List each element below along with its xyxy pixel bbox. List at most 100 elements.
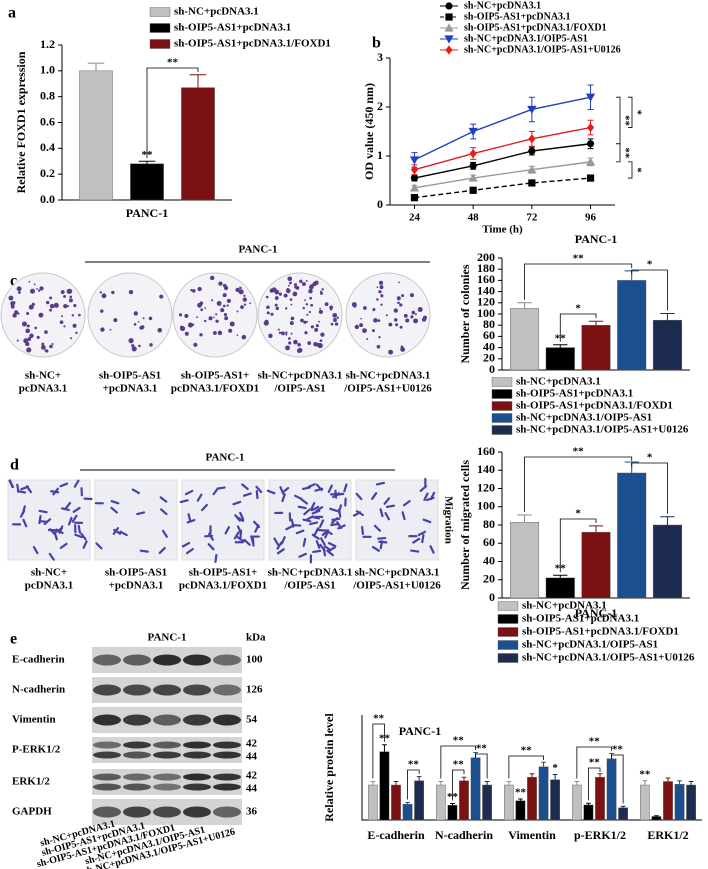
x-tick-label: PANC-1 bbox=[126, 206, 168, 220]
colony bbox=[249, 302, 252, 305]
significance-bracket bbox=[576, 746, 612, 779]
cell bbox=[421, 534, 425, 544]
bar bbox=[510, 522, 540, 599]
colony-title: PANC-1 bbox=[239, 244, 278, 256]
legend-label: sh-OIP5-AS1+pcDNA3.1 bbox=[174, 22, 291, 34]
colony bbox=[229, 321, 235, 327]
blot-kda: 100 bbox=[246, 654, 263, 666]
colony bbox=[222, 293, 227, 298]
cell bbox=[311, 533, 320, 540]
legend-label: sh-OIP5-AS1+pcDNA3.1/FOXD1 bbox=[522, 626, 679, 638]
colony bbox=[157, 327, 163, 333]
significance: ** bbox=[639, 768, 651, 780]
y-axis-label: Number of migrated cells bbox=[458, 460, 472, 590]
x-tick-label: ERK1/2 bbox=[647, 828, 688, 842]
colony bbox=[243, 303, 247, 306]
colony bbox=[293, 283, 298, 287]
y-tick-label: 1.2 bbox=[40, 37, 55, 51]
colony bbox=[293, 339, 298, 345]
cell bbox=[207, 543, 215, 551]
cell bbox=[375, 481, 385, 486]
error-bar bbox=[553, 574, 568, 578]
y-axis-label: OD value (450 nm) bbox=[362, 83, 376, 180]
bar bbox=[617, 280, 647, 371]
bar bbox=[482, 784, 492, 821]
error-bar bbox=[461, 776, 467, 781]
colony bbox=[212, 331, 217, 335]
cell bbox=[131, 488, 140, 495]
colony bbox=[275, 292, 278, 295]
cell bbox=[32, 545, 39, 555]
colony bbox=[63, 304, 68, 309]
error-bar bbox=[370, 781, 376, 785]
cell bbox=[425, 496, 435, 502]
point bbox=[444, 23, 454, 32]
colony bbox=[320, 332, 325, 337]
cell bbox=[301, 486, 312, 491]
colony bbox=[380, 303, 383, 306]
colony-caption: /OIP5-AS1 bbox=[273, 383, 325, 395]
colony bbox=[360, 317, 362, 320]
colony bbox=[377, 319, 381, 322]
cell bbox=[95, 542, 103, 550]
significance: ** bbox=[589, 736, 601, 748]
colony bbox=[133, 323, 137, 326]
colony bbox=[379, 285, 384, 290]
significance: ** bbox=[408, 759, 420, 771]
x-tick-label: 96 bbox=[585, 212, 597, 224]
colony bbox=[196, 316, 198, 319]
colony bbox=[271, 287, 277, 293]
cell bbox=[161, 529, 168, 538]
cell bbox=[311, 509, 321, 515]
blot-band bbox=[213, 654, 241, 666]
blot-band bbox=[123, 684, 151, 696]
blot-band bbox=[123, 654, 151, 666]
significance-bracket bbox=[407, 769, 420, 800]
colony bbox=[223, 285, 229, 291]
colony bbox=[310, 303, 314, 307]
colony bbox=[18, 291, 21, 294]
colony bbox=[380, 294, 384, 298]
colony bbox=[49, 308, 52, 312]
panel-label: d bbox=[10, 457, 19, 474]
cell bbox=[327, 542, 337, 548]
cell bbox=[72, 506, 81, 513]
colony bbox=[44, 330, 48, 334]
blot-band bbox=[93, 654, 121, 666]
legend-swatch bbox=[491, 401, 513, 411]
legend-swatch bbox=[497, 653, 519, 663]
colony bbox=[281, 331, 285, 336]
legend-label: sh-NC+pcDNA3.1 bbox=[522, 600, 607, 612]
bar bbox=[538, 766, 549, 821]
y-tick-label: 120 bbox=[477, 480, 495, 494]
colony bbox=[385, 314, 388, 317]
cell bbox=[297, 505, 307, 510]
significance-bracket bbox=[372, 723, 385, 779]
colony bbox=[217, 330, 223, 336]
bar bbox=[674, 784, 685, 821]
cell bbox=[410, 549, 420, 553]
colony bbox=[192, 289, 196, 293]
legend-label: sh-NC+pcDNA3.1 bbox=[464, 0, 541, 11]
blot-band bbox=[213, 741, 241, 749]
colony bbox=[215, 313, 218, 316]
cell bbox=[73, 479, 80, 488]
colony bbox=[71, 314, 75, 317]
legend-label: sh-OIP5-AS1+pcDNA3.1/FOXD1 bbox=[516, 400, 673, 412]
point bbox=[469, 162, 477, 170]
colony bbox=[222, 304, 226, 308]
panel-label: b bbox=[372, 35, 381, 52]
colony bbox=[320, 290, 323, 293]
bar bbox=[618, 807, 628, 821]
significance: * bbox=[631, 110, 643, 116]
colony bbox=[308, 289, 313, 294]
migration-image bbox=[94, 479, 178, 561]
colony bbox=[395, 323, 399, 327]
cell bbox=[402, 500, 411, 507]
axis bbox=[389, 58, 615, 206]
x-tick-label: Vimentin bbox=[508, 828, 556, 842]
point bbox=[469, 186, 477, 194]
colony bbox=[336, 316, 339, 319]
blot-band bbox=[153, 654, 181, 666]
colony bbox=[278, 292, 283, 296]
